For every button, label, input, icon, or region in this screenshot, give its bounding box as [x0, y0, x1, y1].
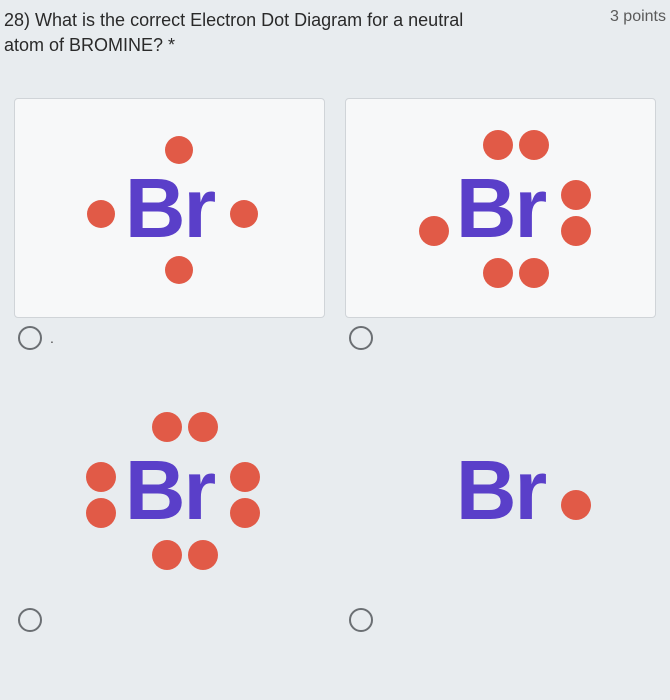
electron-dot — [561, 180, 591, 210]
electron-dot — [165, 136, 193, 164]
option-d: Br — [345, 380, 656, 632]
electron-dot — [152, 540, 182, 570]
diagram-a: Br — [60, 118, 280, 298]
diagram-c: Br — [60, 400, 280, 580]
element-symbol: Br — [456, 166, 545, 250]
question-number: 28) — [4, 10, 30, 30]
radio-a-label: . — [50, 330, 54, 346]
radio-b[interactable] — [349, 326, 373, 350]
electron-dot — [230, 200, 258, 228]
radio-a[interactable] — [18, 326, 42, 350]
radio-d[interactable] — [349, 608, 373, 632]
option-d-card[interactable]: Br — [345, 380, 656, 600]
radio-c[interactable] — [18, 608, 42, 632]
element-symbol: Br — [456, 448, 545, 532]
electron-dot — [230, 498, 260, 528]
option-a: Br . — [14, 98, 325, 350]
diagram-b: Br — [391, 118, 611, 298]
electron-dot — [86, 498, 116, 528]
electron-dot — [419, 216, 449, 246]
option-a-radio-row: . — [14, 326, 325, 350]
electron-dot — [483, 258, 513, 288]
electron-dot — [152, 412, 182, 442]
element-symbol: Br — [125, 166, 214, 250]
option-b-card[interactable]: Br — [345, 98, 656, 318]
electron-dot — [87, 200, 115, 228]
diagram-d: Br — [391, 400, 611, 580]
electron-dot — [86, 462, 116, 492]
option-a-card[interactable]: Br — [14, 98, 325, 318]
points-label: 3 points — [610, 8, 666, 26]
option-c: Br — [14, 380, 325, 632]
options-grid: Br . Br Br B — [4, 98, 666, 632]
option-b: Br — [345, 98, 656, 350]
electron-dot — [561, 490, 591, 520]
option-c-radio-row — [14, 608, 325, 632]
question-text: 28) What is the correct Electron Dot Dia… — [4, 8, 504, 58]
option-d-radio-row — [345, 608, 656, 632]
electron-dot — [230, 462, 260, 492]
electron-dot — [561, 216, 591, 246]
electron-dot — [165, 256, 193, 284]
question-body: What is the correct Electron Dot Diagram… — [4, 10, 463, 55]
electron-dot — [483, 130, 513, 160]
electron-dot — [519, 258, 549, 288]
electron-dot — [519, 130, 549, 160]
electron-dot — [188, 412, 218, 442]
element-symbol: Br — [125, 448, 214, 532]
option-b-radio-row — [345, 326, 656, 350]
electron-dot — [188, 540, 218, 570]
question-header: 28) What is the correct Electron Dot Dia… — [4, 8, 666, 58]
option-c-card[interactable]: Br — [14, 380, 325, 600]
